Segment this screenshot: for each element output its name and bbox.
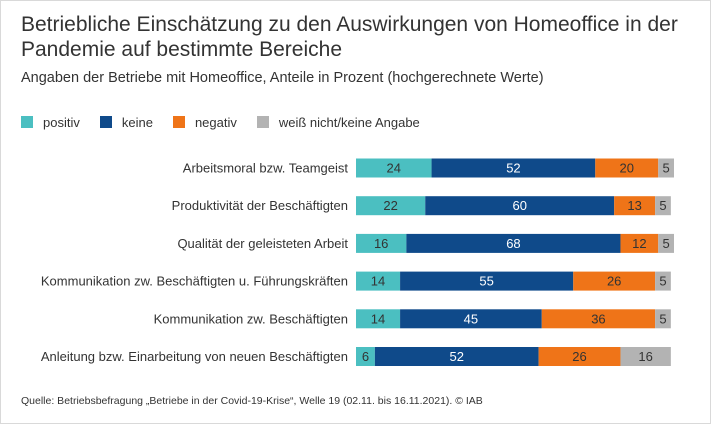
bar-segment-cat1-s3 bbox=[655, 196, 671, 216]
bar-segment-cat5-s3 bbox=[620, 347, 671, 366]
bar-segment-cat5-s2 bbox=[538, 347, 621, 366]
data-label-cat5-s2: 26 bbox=[572, 349, 586, 364]
category-label: Produktivität der Beschäftigten bbox=[172, 198, 348, 213]
category-label: Kommunikation zw. Beschäftigten bbox=[154, 311, 348, 326]
category-label: Arbeitsmoral bzw. Teamgeist bbox=[183, 161, 349, 176]
bar-segment-cat0-s3 bbox=[658, 158, 674, 178]
bar-segment-cat3-s0 bbox=[356, 271, 401, 291]
legend-item-weiss-nicht: weiß nicht/keine Angabe bbox=[256, 114, 420, 130]
legend-label-keine: keine bbox=[121, 114, 153, 130]
data-label-cat3-s2: 26 bbox=[607, 274, 621, 289]
bar-segment-cat3-s1 bbox=[400, 271, 574, 291]
data-label-cat4-s1: 45 bbox=[464, 311, 478, 326]
data-label-cat1-s2: 13 bbox=[627, 198, 641, 213]
data-label-cat2-s1: 68 bbox=[506, 236, 520, 251]
data-label-cat5-s0: 6 bbox=[362, 349, 369, 364]
data-label-cat1-s0: 22 bbox=[383, 198, 397, 213]
bar-segment-cat2-s3 bbox=[658, 233, 674, 253]
bar-segment-cat3-s2 bbox=[573, 271, 656, 291]
chart-source: Quelle: Betriebsbefragung „Betriebe in d… bbox=[21, 395, 483, 407]
bar-segment-cat2-s2 bbox=[620, 233, 659, 253]
category-label: Qualität der geleisteten Arbeit bbox=[177, 236, 348, 251]
bar-segment-cat5-s0 bbox=[356, 347, 375, 366]
legend-label-positiv: positiv bbox=[43, 114, 80, 130]
data-label-cat0-s2: 20 bbox=[620, 161, 634, 176]
bar-segment-cat4-s0 bbox=[356, 309, 401, 329]
bar-segment-cat2-s1 bbox=[406, 233, 621, 253]
data-label-cat0-s0: 24 bbox=[387, 161, 401, 176]
data-label-cat1-s3: 5 bbox=[659, 198, 666, 213]
data-label-cat5-s1: 52 bbox=[450, 349, 464, 364]
data-label-cat4-s0: 14 bbox=[371, 311, 385, 326]
data-label-cat1-s1: 60 bbox=[512, 198, 526, 213]
category-label: Anleitung bzw. Einarbeitung von neuen Be… bbox=[41, 349, 348, 364]
bar-segment-cat1-s2 bbox=[614, 196, 656, 216]
category-label: Kommunikation zw. Beschäftigten u. Führu… bbox=[41, 274, 348, 289]
bar-segment-cat4-s1 bbox=[400, 309, 542, 329]
legend-item-negativ: negativ bbox=[172, 114, 237, 130]
data-label-cat3-s1: 55 bbox=[479, 274, 493, 289]
legend-swatch-negativ bbox=[172, 116, 185, 128]
bar-segment-cat2-s0 bbox=[356, 233, 407, 253]
bar-segment-cat0-s2 bbox=[595, 158, 659, 178]
chart-legend: positiv keine negativ weiß nicht/keine A… bbox=[21, 113, 440, 131]
data-label-cat5-s3: 16 bbox=[638, 349, 652, 364]
data-label-cat4-s3: 5 bbox=[659, 311, 666, 326]
legend-swatch-positiv bbox=[21, 116, 33, 128]
data-label-cat4-s2: 36 bbox=[591, 311, 605, 326]
chart-subtitle: Angaben der Betriebe mit Homeoffice, Ant… bbox=[21, 70, 544, 86]
bar-segment-cat5-s1 bbox=[374, 347, 539, 366]
legend-label-negativ: negativ bbox=[194, 114, 237, 130]
data-label-cat2-s0: 16 bbox=[374, 236, 388, 251]
bar-segment-cat0-s0 bbox=[356, 158, 432, 178]
data-label-cat2-s3: 5 bbox=[663, 236, 670, 251]
bar-segment-cat1-s0 bbox=[356, 196, 426, 216]
bar-segment-cat4-s2 bbox=[541, 309, 656, 329]
legend-item-positiv: positiv bbox=[21, 115, 80, 130]
legend-swatch-weiss-nicht bbox=[256, 116, 269, 128]
chart-title: Betriebliche Einschätzung zu den Auswirk… bbox=[21, 13, 678, 61]
legend-item-keine: keine bbox=[99, 114, 153, 130]
legend-swatch-keine bbox=[99, 116, 112, 128]
data-label-cat3-s3: 5 bbox=[659, 274, 666, 289]
bar-segment-cat0-s1 bbox=[431, 158, 596, 178]
data-label-cat0-s1: 52 bbox=[506, 161, 520, 176]
legend-label-weiss-nicht: weiß nicht/keine Angabe bbox=[278, 114, 420, 130]
data-label-cat3-s0: 14 bbox=[371, 274, 385, 289]
data-label-cat2-s2: 12 bbox=[632, 236, 646, 251]
bar-segment-cat4-s3 bbox=[655, 309, 671, 329]
data-label-cat0-s3: 5 bbox=[663, 161, 670, 176]
bar-segment-cat1-s1 bbox=[425, 196, 615, 216]
bar-segment-cat3-s3 bbox=[655, 271, 671, 291]
